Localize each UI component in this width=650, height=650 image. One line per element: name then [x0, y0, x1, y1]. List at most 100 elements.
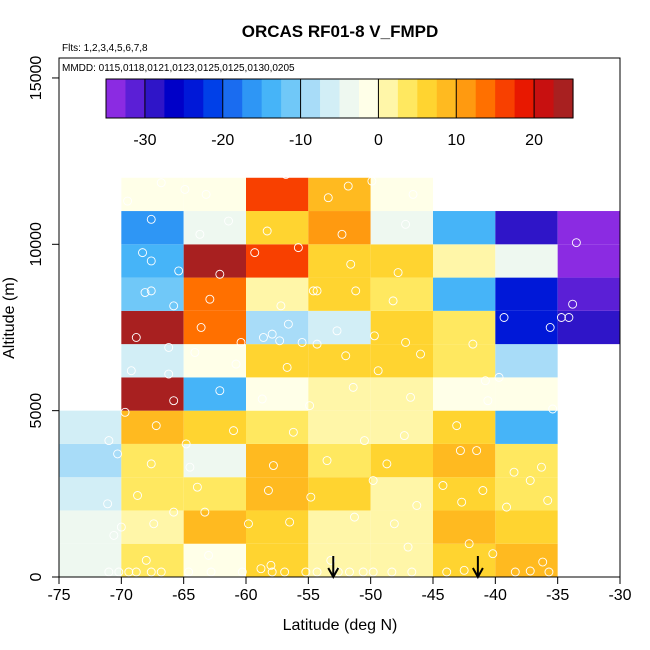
observation-point: [224, 216, 234, 226]
x-tick-label: -70: [110, 587, 133, 604]
observation-point: [393, 268, 403, 278]
colorbar-swatch: [534, 79, 555, 118]
heatmap-cell: [495, 377, 558, 411]
y-axis-label: Altitude (m): [1, 277, 18, 359]
observation-point: [306, 492, 316, 502]
observation-point: [373, 366, 383, 376]
observation-point: [267, 567, 277, 577]
observation-point: [332, 326, 342, 336]
heatmap-cell: [370, 177, 433, 212]
heatmap-cell: [246, 410, 309, 444]
observation-point: [120, 407, 130, 417]
observation-point: [569, 404, 579, 414]
observation-point: [442, 567, 452, 577]
heatmap-cell: [59, 410, 122, 444]
x-tick-label: -65: [172, 587, 195, 604]
heatmap-cell: [495, 244, 558, 278]
observation-point: [407, 567, 417, 577]
observation-point: [308, 286, 318, 296]
heatmap-cell: [308, 244, 371, 278]
observation-point: [483, 396, 493, 406]
heatmap-cell: [121, 211, 184, 245]
heatmap-cell: [59, 543, 122, 577]
heatmap-cell: [183, 310, 246, 345]
chart-title: ORCAS RF01-8 V_FMPD: [242, 22, 438, 41]
heatmap-cell: [121, 310, 184, 345]
observation-point: [229, 426, 238, 436]
observation-point: [256, 564, 266, 574]
observation-point: [337, 229, 347, 239]
heatmap-cell: [433, 344, 496, 378]
heatmap-cell: [246, 443, 309, 478]
observation-point: [382, 459, 392, 469]
colorbar-swatch: [183, 79, 204, 118]
heatmap-cell: [370, 310, 433, 345]
observation-point: [399, 431, 409, 441]
observation-point: [282, 362, 292, 372]
heatmap-cell: [246, 310, 309, 345]
observation-point: [267, 329, 277, 339]
observation-point: [236, 338, 246, 347]
observation-point: [358, 567, 368, 577]
heatmap-cell: [308, 510, 371, 544]
observation-point: [103, 499, 113, 509]
heatmap-cell: [495, 344, 558, 378]
observation-point: [266, 560, 276, 570]
heatmap-cell: [183, 344, 246, 378]
colorbar-swatch: [475, 79, 496, 118]
observation-point: [403, 542, 413, 552]
y-tick-label: 15000: [28, 56, 45, 101]
colorbar-swatch: [125, 79, 146, 118]
observation-point: [545, 323, 555, 332]
observation-point: [457, 497, 467, 507]
heatmap-cell: [183, 477, 246, 511]
observation-point: [368, 567, 378, 577]
observation-point: [205, 294, 215, 304]
observation-point: [215, 269, 225, 279]
observation-point: [237, 567, 247, 577]
observation-point: [499, 313, 509, 322]
heatmap-cell: [495, 211, 558, 245]
observation-point: [215, 386, 225, 396]
observation-point: [281, 169, 291, 179]
observation-point: [351, 286, 361, 296]
heatmap-cell: [433, 211, 496, 245]
colorbar-swatch: [514, 79, 535, 118]
observation-point: [348, 382, 358, 392]
heatmap-cell: [433, 277, 496, 311]
heatmap-cell: [308, 377, 371, 411]
observation-point: [341, 351, 351, 361]
colorbar-swatch: [106, 79, 127, 118]
colorbar-frame: [105, 78, 574, 119]
colorbar-swatch: [358, 79, 380, 118]
observation-point: [131, 333, 141, 342]
colorbar-swatch: [417, 79, 438, 118]
observation-point: [116, 522, 126, 532]
heatmap-cell: [557, 277, 620, 311]
heatmap-cell: [495, 310, 558, 345]
observation-point: [556, 313, 566, 322]
observation-point: [478, 486, 488, 495]
heatmap-cell: [246, 344, 309, 378]
colorbar-swatch: [281, 79, 302, 118]
observation-point: [123, 196, 133, 206]
heatmap-cell: [495, 277, 558, 311]
x-axis-label: Latitude (deg N): [283, 617, 398, 634]
x-tick-label: -75: [47, 587, 70, 604]
observation-points: [103, 169, 581, 577]
colorbar-tick-label: 20: [525, 132, 543, 149]
heatmap-cell: [183, 443, 246, 478]
observation-point: [568, 456, 578, 466]
x-tick-label: -40: [484, 587, 507, 604]
colorbar-swatch: [300, 79, 321, 118]
colorbar-tick-label: -30: [133, 132, 156, 149]
colorbar-swatch: [242, 79, 263, 118]
heatmap-cell: [246, 177, 309, 212]
heatmap-cell: [557, 310, 620, 345]
heatmap-cell: [557, 244, 620, 278]
colorbar-tick-label: -10: [289, 132, 312, 149]
heatmap-cell: [308, 277, 371, 311]
observation-point: [346, 259, 356, 269]
heatmap-cell: [370, 211, 433, 245]
observation-point: [146, 286, 156, 296]
